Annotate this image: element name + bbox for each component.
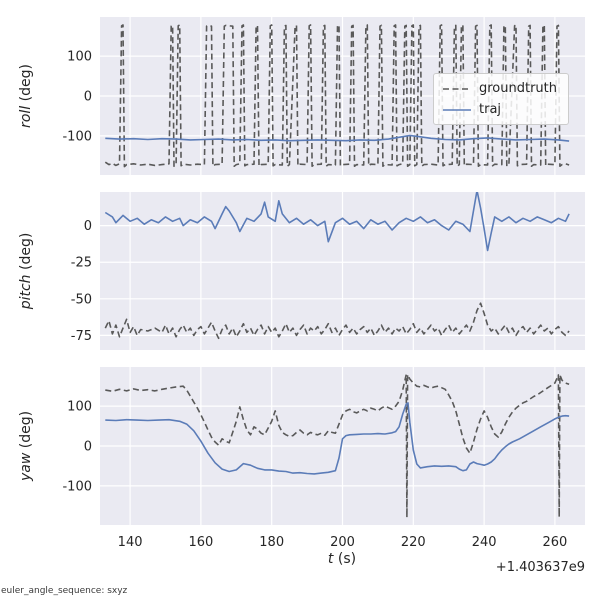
svg-text:140: 140 <box>118 535 143 550</box>
legend-traj-line-icon <box>443 108 471 111</box>
svg-text:220: 220 <box>401 535 426 550</box>
yaw-axis-label: yaw (deg) <box>18 411 34 481</box>
yaw-axis-unit: (deg) <box>18 410 34 449</box>
svg-text:100: 100 <box>67 400 92 415</box>
svg-text:200: 200 <box>330 535 355 550</box>
svg-text:260: 260 <box>542 535 567 550</box>
pitch-axis-variable: pitch <box>18 274 34 310</box>
legend-groundtruth-label: groundtruth <box>479 81 558 96</box>
legend: groundtruth traj <box>433 73 570 125</box>
roll-axis-variable: roll <box>18 105 34 128</box>
svg-text:0: 0 <box>84 219 92 234</box>
time-axis-unit: (s) <box>337 551 357 567</box>
svg-text:160: 160 <box>188 535 213 550</box>
svg-text:-50: -50 <box>71 292 92 307</box>
yaw-axis-variable: yaw <box>18 452 34 482</box>
legend-groundtruth-line-icon <box>443 87 471 90</box>
time-axis-label: t (s) <box>328 551 356 567</box>
roll-axis-label: roll (deg) <box>18 64 34 128</box>
svg-text:-75: -75 <box>71 329 92 344</box>
legend-item-traj: traj <box>443 102 557 117</box>
svg-text:240: 240 <box>472 535 497 550</box>
svg-text:-25: -25 <box>71 256 92 271</box>
svg-text:100: 100 <box>67 50 92 65</box>
euler-sequence-note: euler_angle_sequence: sxyz <box>1 586 128 596</box>
svg-text:0: 0 <box>84 440 92 455</box>
svg-text:-100: -100 <box>62 129 92 144</box>
roll-axis-unit: (deg) <box>18 64 34 102</box>
pitch-axis-unit: (deg) <box>18 232 34 271</box>
legend-traj-label: traj <box>479 102 502 117</box>
svg-text:0: 0 <box>84 90 92 105</box>
time-axis-variable: t <box>327 551 334 567</box>
svg-text:180: 180 <box>259 535 284 550</box>
pitch-axis-label: pitch (deg) <box>18 233 34 310</box>
legend-item-groundtruth: groundtruth <box>443 81 557 96</box>
x-axis-offset-text: +1.403637e9 <box>495 560 585 575</box>
svg-text:-100: -100 <box>62 479 92 494</box>
